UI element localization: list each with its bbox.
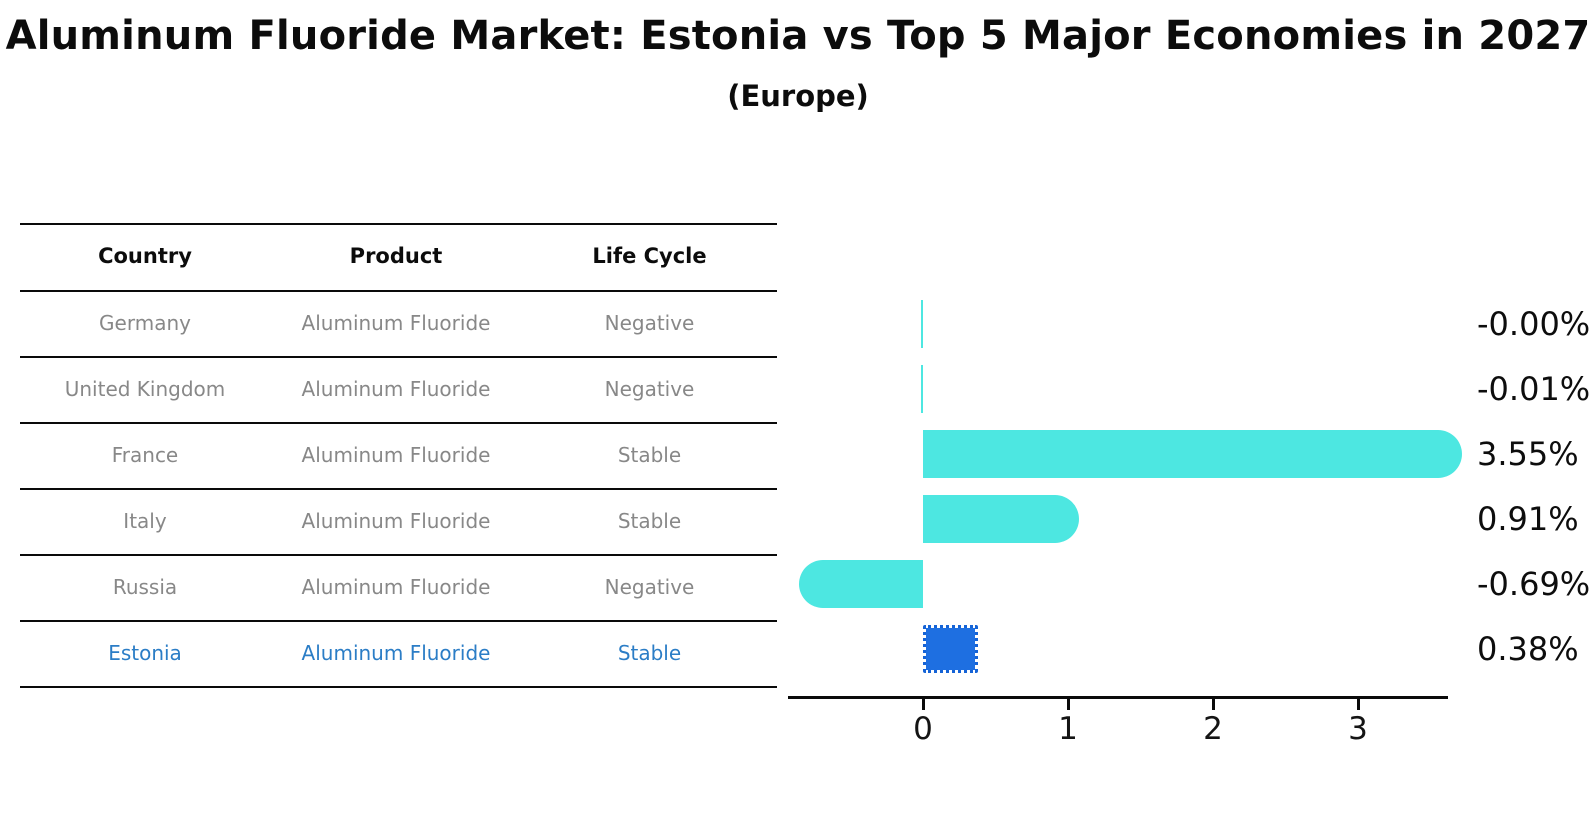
cell-life-cycle: Stable [617, 641, 682, 665]
table-rule-header [20, 290, 777, 292]
table-rule [20, 620, 777, 622]
cell-life-cycle: Stable [617, 509, 682, 533]
table-rule-bottom [20, 686, 777, 688]
cell-product: Aluminum Fluoride [301, 311, 491, 335]
table-rule [20, 356, 777, 358]
table-row-estonia: Estonia Aluminum Fluoride Stable [20, 637, 777, 669]
cell-life-cycle: Negative [604, 377, 695, 401]
bar-germany [920, 300, 923, 348]
x-axis-tick-label: 0 [913, 711, 933, 747]
column-header-life-cycle: Life Cycle [592, 244, 707, 268]
table-row-russia: Russia Aluminum Fluoride Negative [20, 571, 777, 603]
page-title: Aluminum Fluoride Market: Estonia vs Top… [5, 13, 1591, 59]
bar-estonia-highlighted [923, 625, 979, 673]
cell-life-cycle: Stable [617, 443, 682, 467]
value-label-russia: -0.69% [1477, 565, 1591, 603]
cell-country: France [111, 443, 179, 467]
cell-product: Aluminum Fluoride [301, 443, 491, 467]
cell-product: Aluminum Fluoride [301, 575, 491, 599]
table-row-germany: Germany Aluminum Fluoride Negative [20, 307, 777, 339]
table-row-france: France Aluminum Fluoride Stable [20, 439, 777, 471]
value-label-france: 3.55% [1477, 435, 1579, 473]
value-label-germany: -0.00% [1477, 305, 1591, 343]
cell-country: Germany [99, 311, 191, 335]
x-axis-tick [1356, 699, 1360, 710]
column-header-product: Product [349, 244, 443, 268]
table-row-italy: Italy Aluminum Fluoride Stable [20, 505, 777, 537]
cell-country: Italy [123, 509, 167, 533]
x-axis-tick-label: 3 [1348, 711, 1368, 747]
x-axis-spine [788, 696, 1448, 699]
table-rule-top [20, 223, 777, 225]
page-subtitle: (Europe) [727, 79, 869, 113]
cell-country: Estonia [108, 641, 182, 665]
bar-italy [923, 495, 1079, 543]
value-label-estonia: 0.38% [1477, 630, 1579, 668]
x-axis-tick [921, 699, 925, 710]
cell-country: United Kingdom [64, 377, 226, 401]
bar-france [923, 430, 1462, 478]
cell-product: Aluminum Fluoride [301, 377, 491, 401]
value-label-united-kingdom: -0.01% [1477, 370, 1591, 408]
value-label-italy: 0.91% [1477, 500, 1579, 538]
cell-life-cycle: Negative [604, 311, 695, 335]
x-axis-tick-label: 2 [1203, 711, 1223, 747]
cell-country: Russia [112, 575, 178, 599]
cell-life-cycle: Negative [604, 575, 695, 599]
x-axis-tick [1211, 699, 1215, 710]
bar-united-kingdom [920, 365, 923, 413]
column-header-country: Country [98, 244, 192, 268]
x-axis-tick-label: 1 [1058, 711, 1078, 747]
cell-product: Aluminum Fluoride [301, 509, 491, 533]
table-rule [20, 422, 777, 424]
table-rule [20, 554, 777, 556]
table-row-united-kingdom: United Kingdom Aluminum Fluoride Negativ… [20, 373, 777, 405]
table-header-row: Country Product Life Cycle [20, 240, 777, 272]
bar-russia [798, 560, 923, 608]
cell-product: Aluminum Fluoride [301, 641, 491, 665]
x-axis-tick [1066, 699, 1070, 710]
table-rule [20, 488, 777, 490]
